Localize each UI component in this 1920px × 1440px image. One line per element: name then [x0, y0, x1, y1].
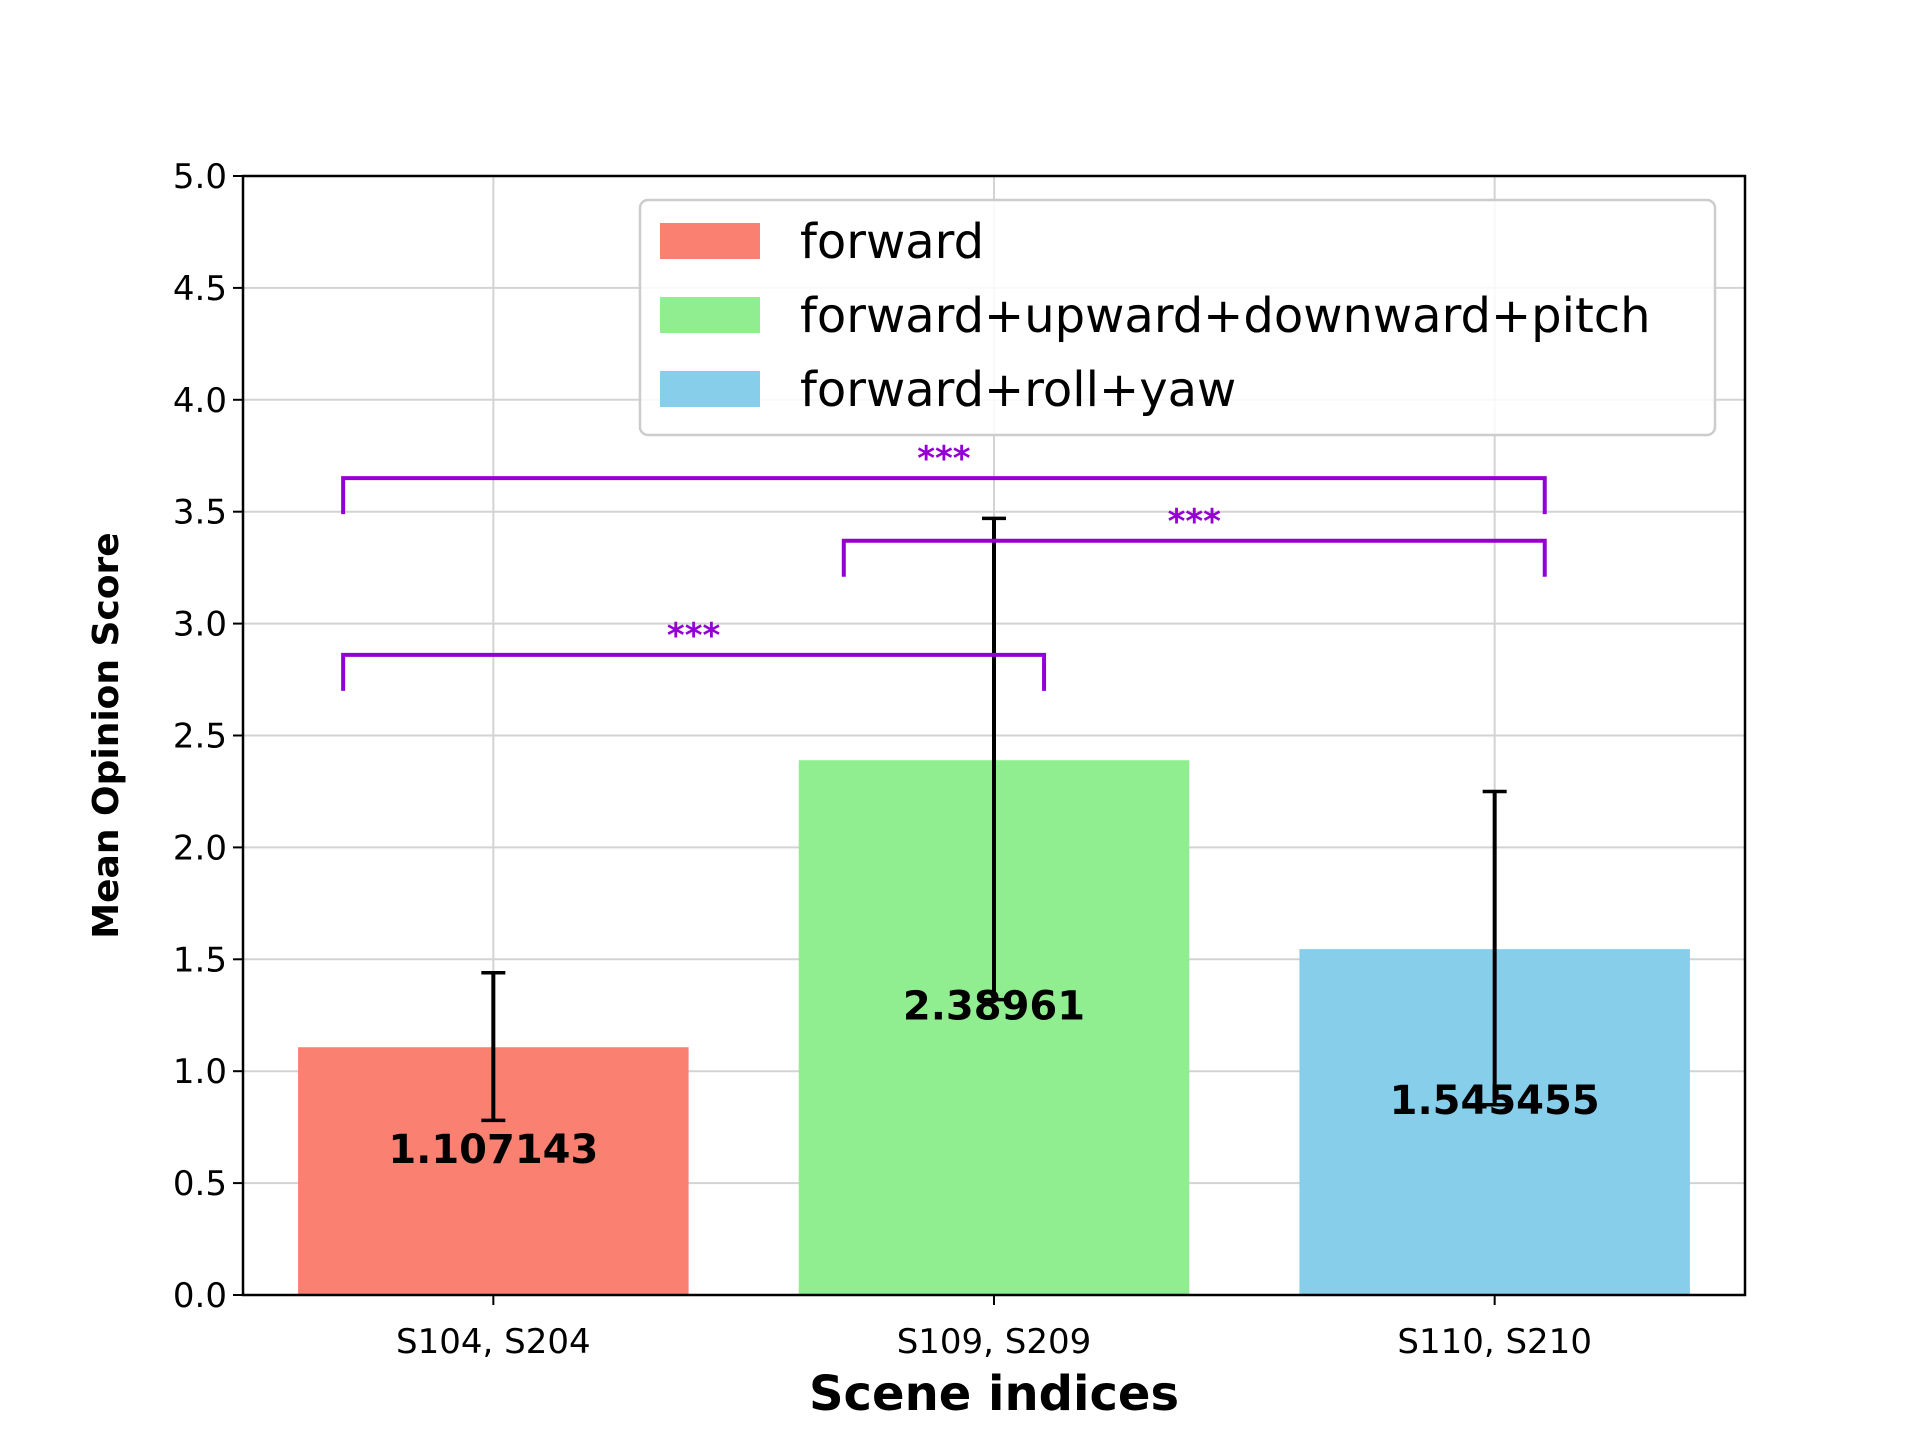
x-axis-ticks: S104, S204 S109, S209 S110, S210	[396, 1295, 1592, 1362]
y-tick-label: 3.5	[173, 493, 227, 533]
significance-label: ***	[917, 439, 971, 479]
significance-brackets: *** *** ***	[341, 439, 1547, 691]
legend-label: forward+upward+downward+pitch	[800, 288, 1651, 344]
y-axis-title: Mean Opinion Score	[86, 532, 127, 938]
y-tick-label: 1.5	[173, 940, 227, 980]
bar-value-label: 2.38961	[903, 984, 1085, 1030]
significance-label: ***	[667, 616, 721, 656]
bar-value-labels: 1.107143 2.38961 1.545455	[388, 984, 1599, 1174]
y-tick-label: 2.0	[173, 828, 227, 868]
bar-value-label: 1.107143	[388, 1127, 598, 1173]
y-tick-label: 3.0	[173, 605, 227, 645]
y-tick-label: 1.0	[173, 1052, 227, 1092]
significance-bracket	[841, 538, 1547, 577]
y-tick-label: 5.0	[173, 157, 227, 197]
legend-swatch	[660, 371, 760, 407]
legend-swatch	[660, 223, 760, 259]
y-tick-label: 4.0	[173, 381, 227, 421]
legend: forward forward+upward+downward+pitch forw…	[638, 198, 1717, 437]
bar-value-label: 1.545455	[1390, 1078, 1600, 1124]
significance-bracket	[341, 476, 1547, 515]
y-tick-label: 0.0	[173, 1276, 227, 1316]
x-tick-label: S110, S210	[1397, 1322, 1592, 1362]
legend-label: forward+roll+yaw	[800, 362, 1236, 418]
legend-label: forward	[800, 214, 984, 270]
significance-label: ***	[1168, 502, 1222, 542]
x-axis-title: Scene indices	[809, 1366, 1179, 1422]
y-tick-label: 0.5	[173, 1164, 227, 1204]
error-bars	[481, 516, 1507, 1123]
y-axis-ticks: 0.0 0.5 1.0 1.5 2.0 2.5 3.0 3.5 4.0 4.5 5.0	[173, 157, 243, 1316]
y-tick-label: 2.5	[173, 717, 227, 757]
y-tick-label: 4.5	[173, 269, 227, 309]
legend-box	[638, 198, 1717, 437]
x-tick-label: S104, S204	[396, 1322, 591, 1362]
significance-bracket	[341, 652, 1047, 691]
legend-swatch	[660, 297, 760, 333]
x-tick-label: S109, S209	[897, 1322, 1092, 1362]
